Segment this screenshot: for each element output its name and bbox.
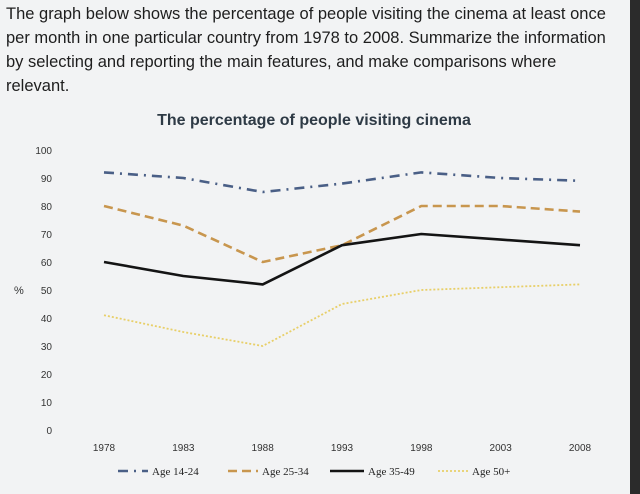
legend-label-1: Age 14-24: [152, 466, 199, 478]
chart-canvas: 0 10 20 30 40 50 60 70 80 90 100% 1978 1983 1988 1993 1…: [14, 146, 592, 478]
legend-label-4: Age 50+: [472, 466, 510, 478]
series-line-3: [103, 232, 581, 286]
prompt-line-1: The graph below shows the percentage of …: [6, 5, 606, 23]
y-tick-label: 80: [41, 202, 53, 213]
prompt-line-2: per month in one particular country from…: [6, 29, 606, 47]
y-axis-label: %: [14, 285, 24, 297]
window-edge: [630, 0, 640, 494]
prompt-line-4: relevant.: [6, 77, 70, 95]
y-tick-label: 0: [46, 426, 52, 437]
line-chart: The percentage of people visiting cinema…: [0, 104, 628, 494]
x-tick-label: 2008: [569, 443, 592, 454]
series-line-2: [103, 204, 581, 264]
y-tick-label: 50: [41, 286, 53, 297]
y-tick-label: 40: [41, 314, 53, 325]
y-tick-label: 70: [41, 230, 53, 241]
series-line-4: [103, 283, 581, 347]
y-tick-label: 20: [41, 370, 53, 381]
x-tick-label: 1978: [93, 443, 116, 454]
x-tick-label: 1993: [331, 443, 354, 454]
y-tick-label: 90: [41, 174, 53, 185]
task-prompt: The graph below shows the percentage of …: [6, 2, 628, 98]
y-tick-label: 30: [41, 342, 53, 353]
x-tick-label: 2003: [490, 443, 513, 454]
prompt-line-3: by selecting and reporting the main feat…: [6, 53, 557, 71]
legend-label-2: Age 25-34: [262, 466, 309, 478]
y-tick-label: 60: [41, 258, 53, 269]
chart-title: The percentage of people visiting cinema: [157, 112, 471, 129]
y-tick-label: 100: [35, 146, 52, 157]
x-tick-label: 1998: [410, 443, 433, 454]
x-tick-label: 1983: [172, 443, 195, 454]
legend-label-3: Age 35-49: [368, 466, 415, 478]
y-tick-label: 10: [41, 398, 53, 409]
x-tick-label: 1988: [252, 443, 275, 454]
series-line-1: [103, 171, 581, 194]
